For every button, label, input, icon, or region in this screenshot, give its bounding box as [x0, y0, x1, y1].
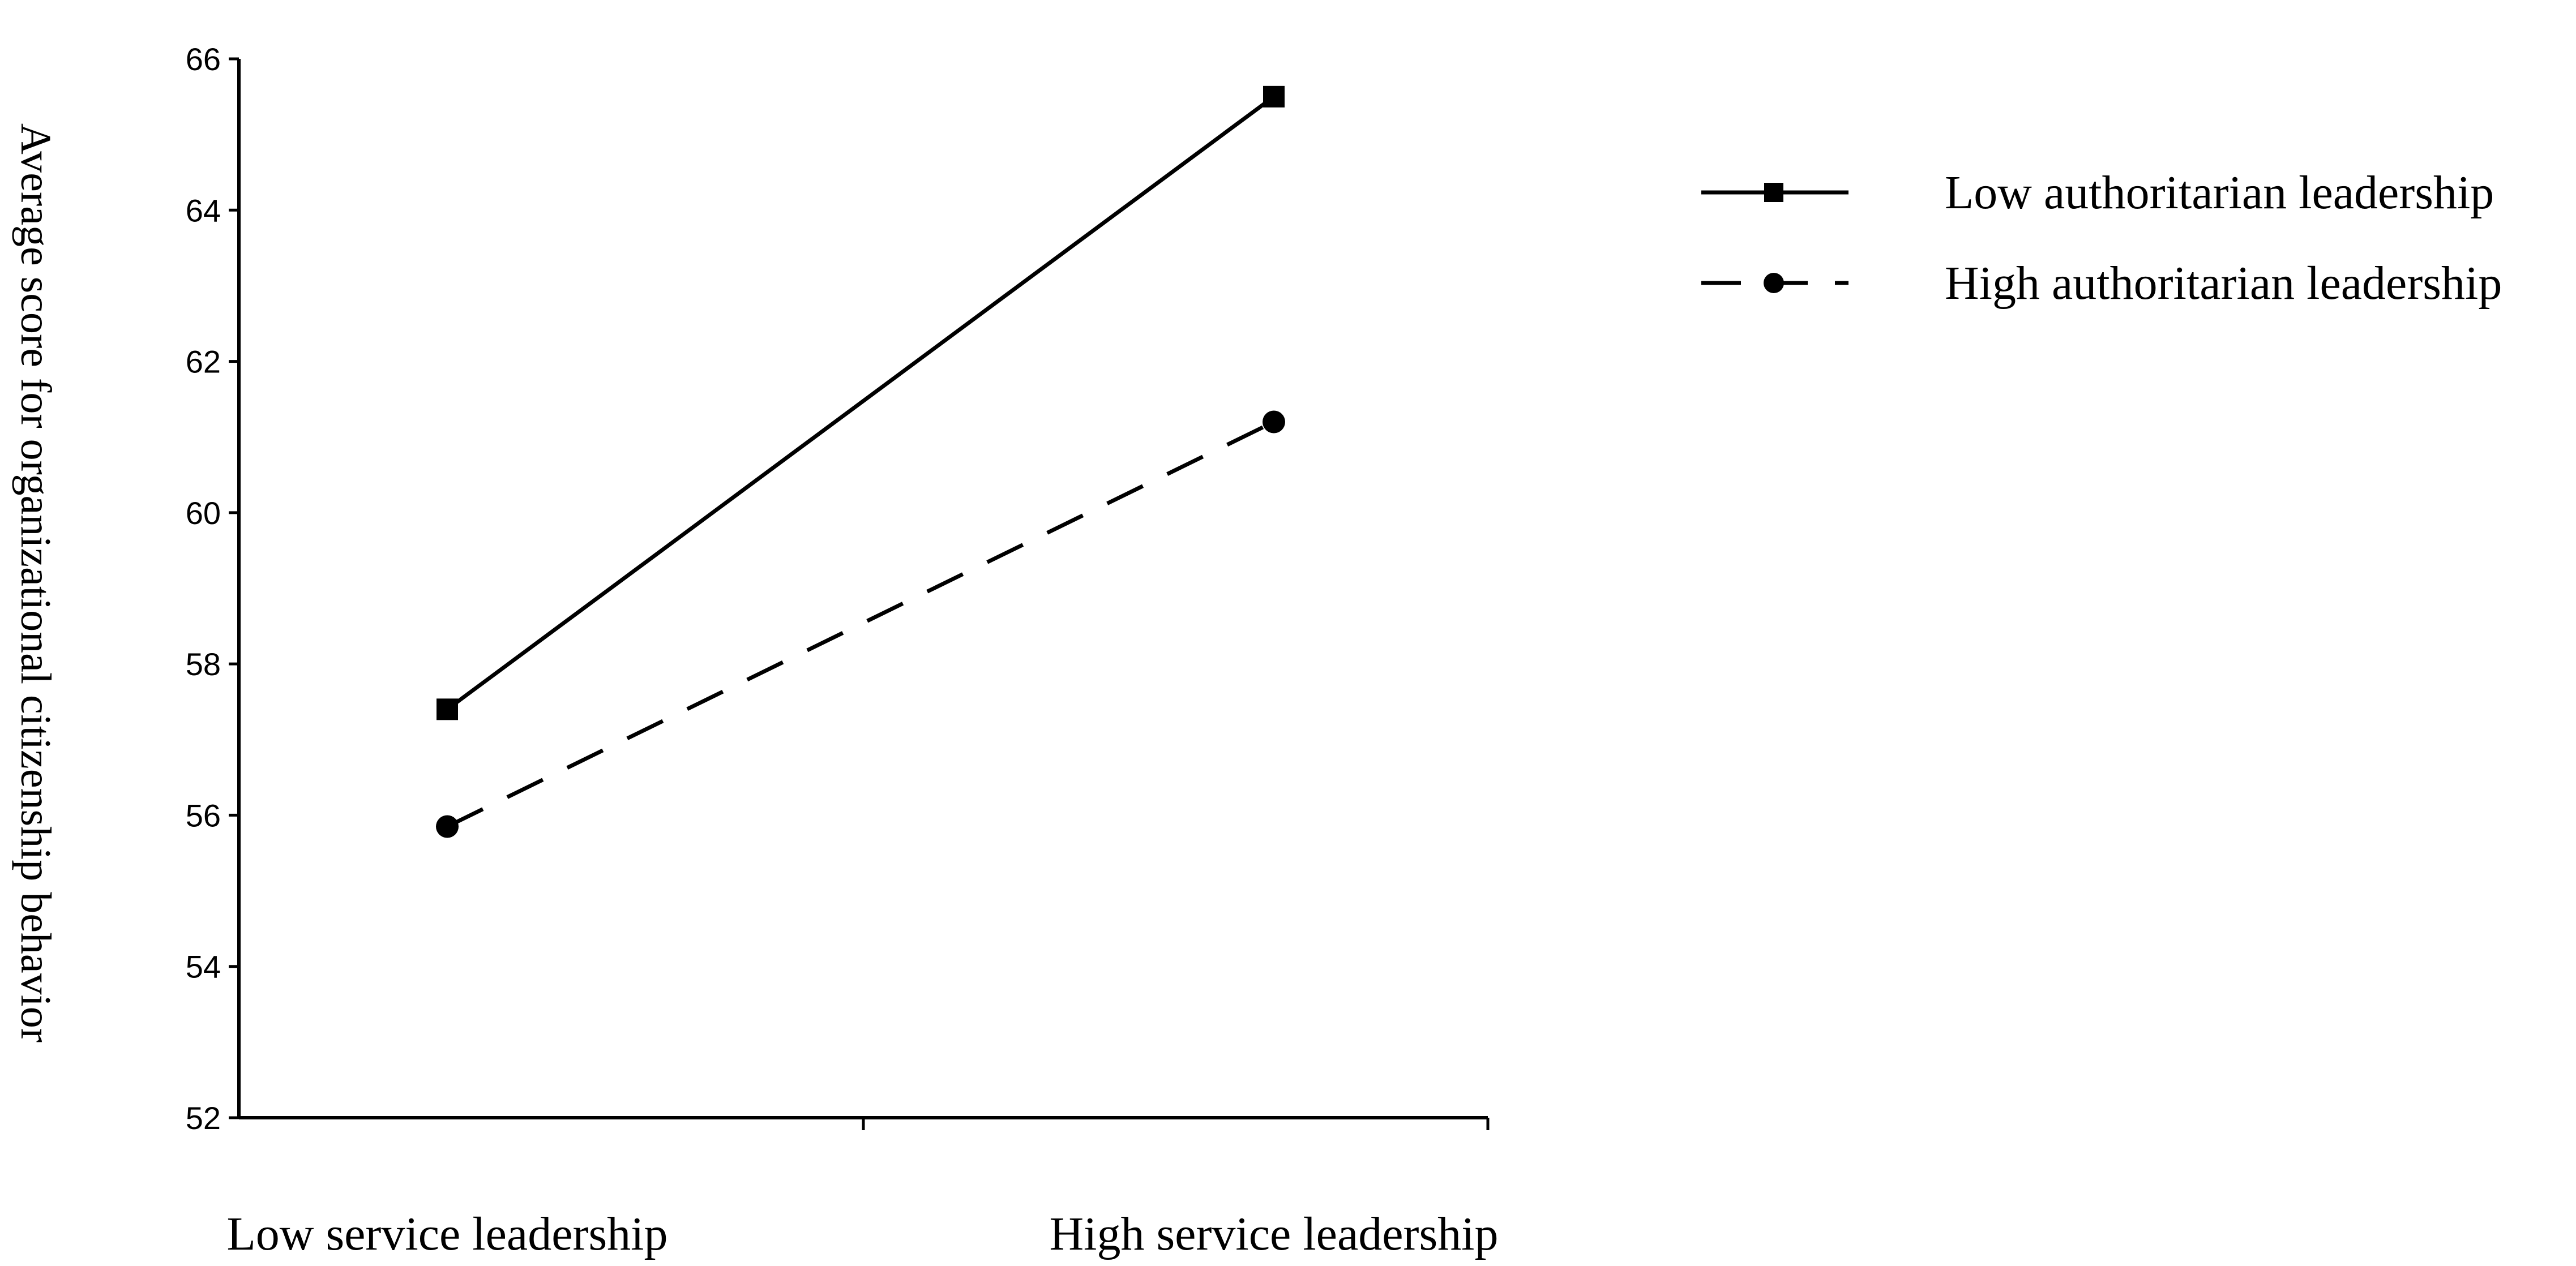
series-line-2: [446, 420, 1275, 829]
legend-marker-circle: [1764, 273, 1784, 293]
legend-marker-square: [1764, 183, 1783, 202]
data-point-square: [437, 698, 458, 720]
series-layer: [436, 85, 1285, 838]
y-tick-label: 54: [186, 949, 221, 985]
y-tick-label: 62: [186, 344, 221, 380]
legend: Low authoritarian leadership High authori…: [1701, 166, 2502, 310]
y-tick-label: 60: [186, 495, 221, 531]
data-point-circle: [436, 815, 459, 838]
y-axis-ticks: 52 54 56 58 60 62 64 66: [186, 41, 239, 1136]
y-tick-label: 66: [186, 41, 221, 77]
legend-label-2: High authoritarian leadership: [1945, 257, 2502, 310]
x-category-label: High service leadership: [1049, 1208, 1498, 1260]
x-axis-ticks: Low service leadership High service leade…: [226, 1118, 1499, 1260]
series-line-1: [446, 95, 1276, 711]
data-point-square: [1263, 85, 1285, 108]
x-category-label: Low service leadership: [226, 1208, 667, 1260]
y-tick-label: 52: [186, 1100, 221, 1136]
y-tick-label: 64: [186, 192, 221, 228]
y-tick-label: 56: [186, 797, 221, 833]
y-tick-label: 58: [186, 646, 221, 682]
legend-label-1: Low authoritarian leadership: [1945, 166, 2494, 219]
data-point-circle: [1263, 410, 1285, 434]
y-axis-title: Average score for organizational citizen…: [12, 123, 59, 1042]
